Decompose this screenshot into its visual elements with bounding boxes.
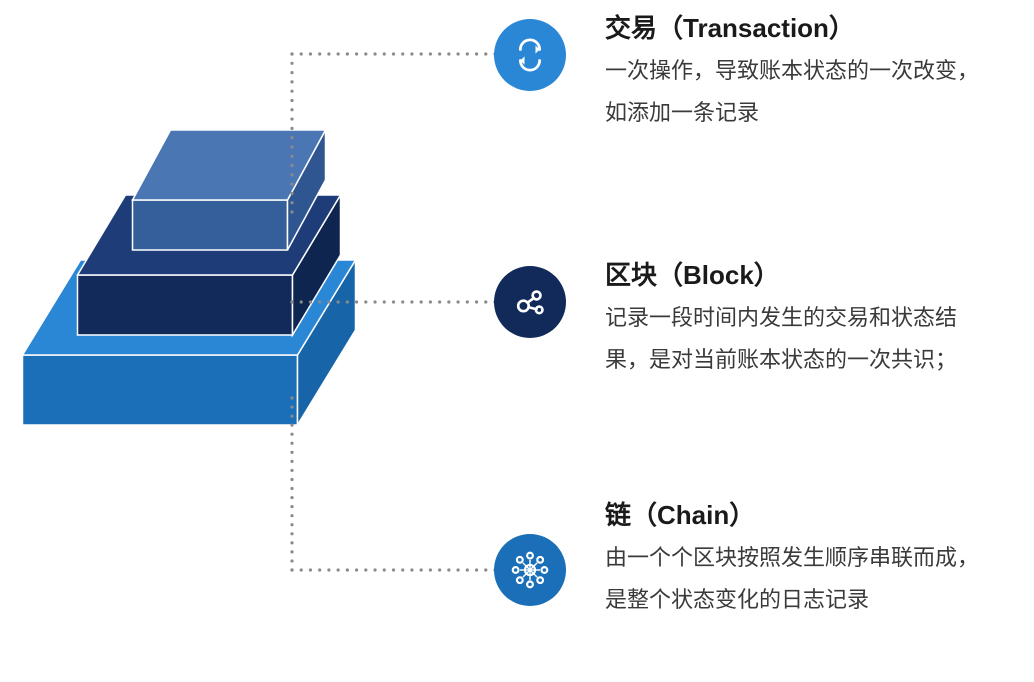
block-icon — [494, 266, 566, 338]
chain-description: 由一个个区块按照发生顺序串联而成，是整个状态变化的日志记录 — [605, 537, 995, 621]
stacked-cubes — [0, 0, 520, 560]
transaction-title: 交易（Transaction） — [605, 8, 855, 45]
block-description: 记录一段时间内发生的交易和状态结果，是对当前账本状态的一次共识； — [605, 297, 995, 381]
transaction-icon — [494, 19, 566, 91]
transaction-description: 一次操作，导致账本状态的一次改变，如添加一条记录 — [605, 50, 995, 134]
block-title: 区块（Block） — [605, 255, 780, 292]
chain-icon — [494, 534, 566, 606]
diagram-stage: 交易（Transaction）一次操作，导致账本状态的一次改变，如添加一条记录 … — [0, 0, 1034, 682]
chain-title: 链（Chain） — [605, 495, 755, 532]
